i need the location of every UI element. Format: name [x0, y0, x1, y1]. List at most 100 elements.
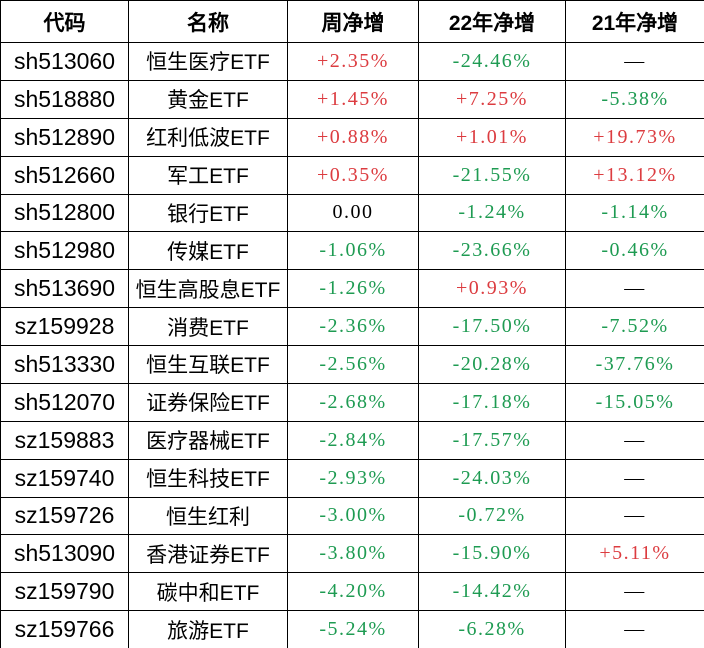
table-row: sh513330 恒生互联ETF -2.56% -20.28% -37.76% [0, 345, 704, 384]
week-change-cell: +1.45% [287, 79, 419, 119]
etf-code-cell: sh513060 [0, 42, 129, 81]
etf-name-cell: 证券保险ETF [128, 382, 288, 422]
etf-code-cell: sh513330 [0, 345, 129, 384]
week-change-cell: +0.88% [287, 117, 419, 157]
table-row: sz159883 医疗器械ETF -2.84% -17.57% — [0, 420, 704, 460]
etf-name-cell: 黄金ETF [128, 79, 288, 119]
y22-change-cell: -24.46% [418, 42, 566, 81]
y21-change-cell: +13.12% [565, 155, 704, 195]
etf-code-cell: sz159766 [0, 610, 129, 648]
etf-code-cell: sh518880 [0, 79, 129, 119]
y21-change-cell: +5.11% [565, 534, 704, 574]
y22-change-cell: -17.57% [418, 420, 566, 460]
y22-change-cell: -24.03% [418, 458, 566, 498]
week-change-cell: -2.56% [287, 345, 419, 384]
etf-name-cell: 医疗器械ETF [128, 420, 288, 460]
etf-name-cell: 消费ETF [128, 307, 288, 346]
etf-name-cell: 恒生红利 [128, 496, 288, 536]
etf-name-cell: 红利低波ETF [128, 117, 288, 157]
y21-change-cell: — [565, 610, 704, 648]
header-name: 名称 [128, 0, 288, 43]
y22-change-cell: +1.01% [418, 117, 566, 157]
y21-change-cell: — [565, 269, 704, 309]
etf-name-cell: 恒生医疗ETF [128, 42, 288, 81]
week-change-cell: -3.80% [287, 534, 419, 574]
y22-change-cell: +7.25% [418, 79, 566, 119]
y21-change-cell: -1.14% [565, 193, 704, 233]
etf-name-cell: 恒生高股息ETF [128, 269, 288, 309]
y22-change-cell: -0.72% [418, 496, 566, 536]
etf-code-cell: sh513090 [0, 534, 129, 574]
etf-code-cell: sh513690 [0, 269, 129, 309]
week-change-cell: -1.26% [287, 269, 419, 309]
week-change-cell: -1.06% [287, 231, 419, 271]
header-code: 代码 [0, 0, 129, 43]
week-change-cell: -2.68% [287, 382, 419, 422]
y21-change-cell: -5.38% [565, 79, 704, 119]
table-row: sz159928 消费ETF -2.36% -17.50% -7.52% [0, 307, 704, 346]
etf-code-cell: sh512890 [0, 117, 129, 157]
header-2021-change: 21年净增 [565, 0, 704, 43]
etf-name-cell: 军工ETF [128, 155, 288, 195]
table-row: sz159726 恒生红利 -3.00% -0.72% — [0, 496, 704, 536]
y22-change-cell: -1.24% [418, 193, 566, 233]
y21-change-cell: -37.76% [565, 345, 704, 384]
table-row: sh518880 黄金ETF +1.45% +7.25% -5.38% [0, 79, 704, 119]
etf-code-cell: sz159928 [0, 307, 129, 346]
table-row: sh513060 恒生医疗ETF +2.35% -24.46% — [0, 42, 704, 81]
etf-code-cell: sh512800 [0, 193, 129, 233]
table-row: sh512660 军工ETF +0.35% -21.55% +13.12% [0, 155, 704, 195]
etf-name-cell: 香港证券ETF [128, 534, 288, 574]
table-row: sz159740 恒生科技ETF -2.93% -24.03% — [0, 458, 704, 498]
y22-change-cell: -17.18% [418, 382, 566, 422]
y21-change-cell: -7.52% [565, 307, 704, 346]
table-header: 代码 名称 周净增 22年净增 21年净增 [0, 0, 704, 43]
etf-code-cell: sz159790 [0, 572, 129, 612]
etf-name-cell: 传媒ETF [128, 231, 288, 271]
etf-code-cell: sh512070 [0, 382, 129, 422]
y22-change-cell: -15.90% [418, 534, 566, 574]
etf-name-cell: 银行ETF [128, 193, 288, 233]
y21-change-cell: — [565, 458, 704, 498]
y21-change-cell: — [565, 42, 704, 81]
header-week-change: 周净增 [287, 0, 419, 43]
table-row: sh513090 香港证券ETF -3.80% -15.90% +5.11% [0, 534, 704, 574]
y22-change-cell: -14.42% [418, 572, 566, 612]
table-row: sh513690 恒生高股息ETF -1.26% +0.93% — [0, 269, 704, 309]
week-change-cell: -4.20% [287, 572, 419, 612]
etf-code-cell: sz159740 [0, 458, 129, 498]
etf-code-cell: sh512660 [0, 155, 129, 195]
y22-change-cell: -20.28% [418, 345, 566, 384]
table-row: sh512800 银行ETF 0.00 -1.24% -1.14% [0, 193, 704, 233]
week-change-cell: +2.35% [287, 42, 419, 81]
table-row: sz159766 旅游ETF -5.24% -6.28% — [0, 610, 704, 648]
week-change-cell: 0.00 [287, 193, 419, 233]
etf-name-cell: 旅游ETF [128, 610, 288, 648]
etf-code-cell: sz159883 [0, 420, 129, 460]
table-row: sh512070 证券保险ETF -2.68% -17.18% -15.05% [0, 382, 704, 422]
etf-name-cell: 恒生互联ETF [128, 345, 288, 384]
y21-change-cell: -0.46% [565, 231, 704, 271]
table-row: sh512980 传媒ETF -1.06% -23.66% -0.46% [0, 231, 704, 271]
y22-change-cell: -17.50% [418, 307, 566, 346]
week-change-cell: -2.93% [287, 458, 419, 498]
week-change-cell: -2.36% [287, 307, 419, 346]
y22-change-cell: -23.66% [418, 231, 566, 271]
y21-change-cell: — [565, 572, 704, 612]
table-row: sh512890 红利低波ETF +0.88% +1.01% +19.73% [0, 117, 704, 157]
y21-change-cell: -15.05% [565, 382, 704, 422]
header-row: 代码 名称 周净增 22年净增 21年净增 [0, 0, 704, 43]
y22-change-cell: +0.93% [418, 269, 566, 309]
y21-change-cell: — [565, 420, 704, 460]
y22-change-cell: -6.28% [418, 610, 566, 648]
week-change-cell: +0.35% [287, 155, 419, 195]
table-body: sh513060 恒生医疗ETF +2.35% -24.46% — sh518880 黄金E… [0, 42, 704, 648]
etf-name-cell: 恒生科技ETF [128, 458, 288, 498]
etf-code-cell: sz159726 [0, 496, 129, 536]
etf-name-cell: 碳中和ETF [128, 572, 288, 612]
header-2022-change: 22年净增 [418, 0, 566, 43]
y21-change-cell: — [565, 496, 704, 536]
y21-change-cell: +19.73% [565, 117, 704, 157]
week-change-cell: -5.24% [287, 610, 419, 648]
